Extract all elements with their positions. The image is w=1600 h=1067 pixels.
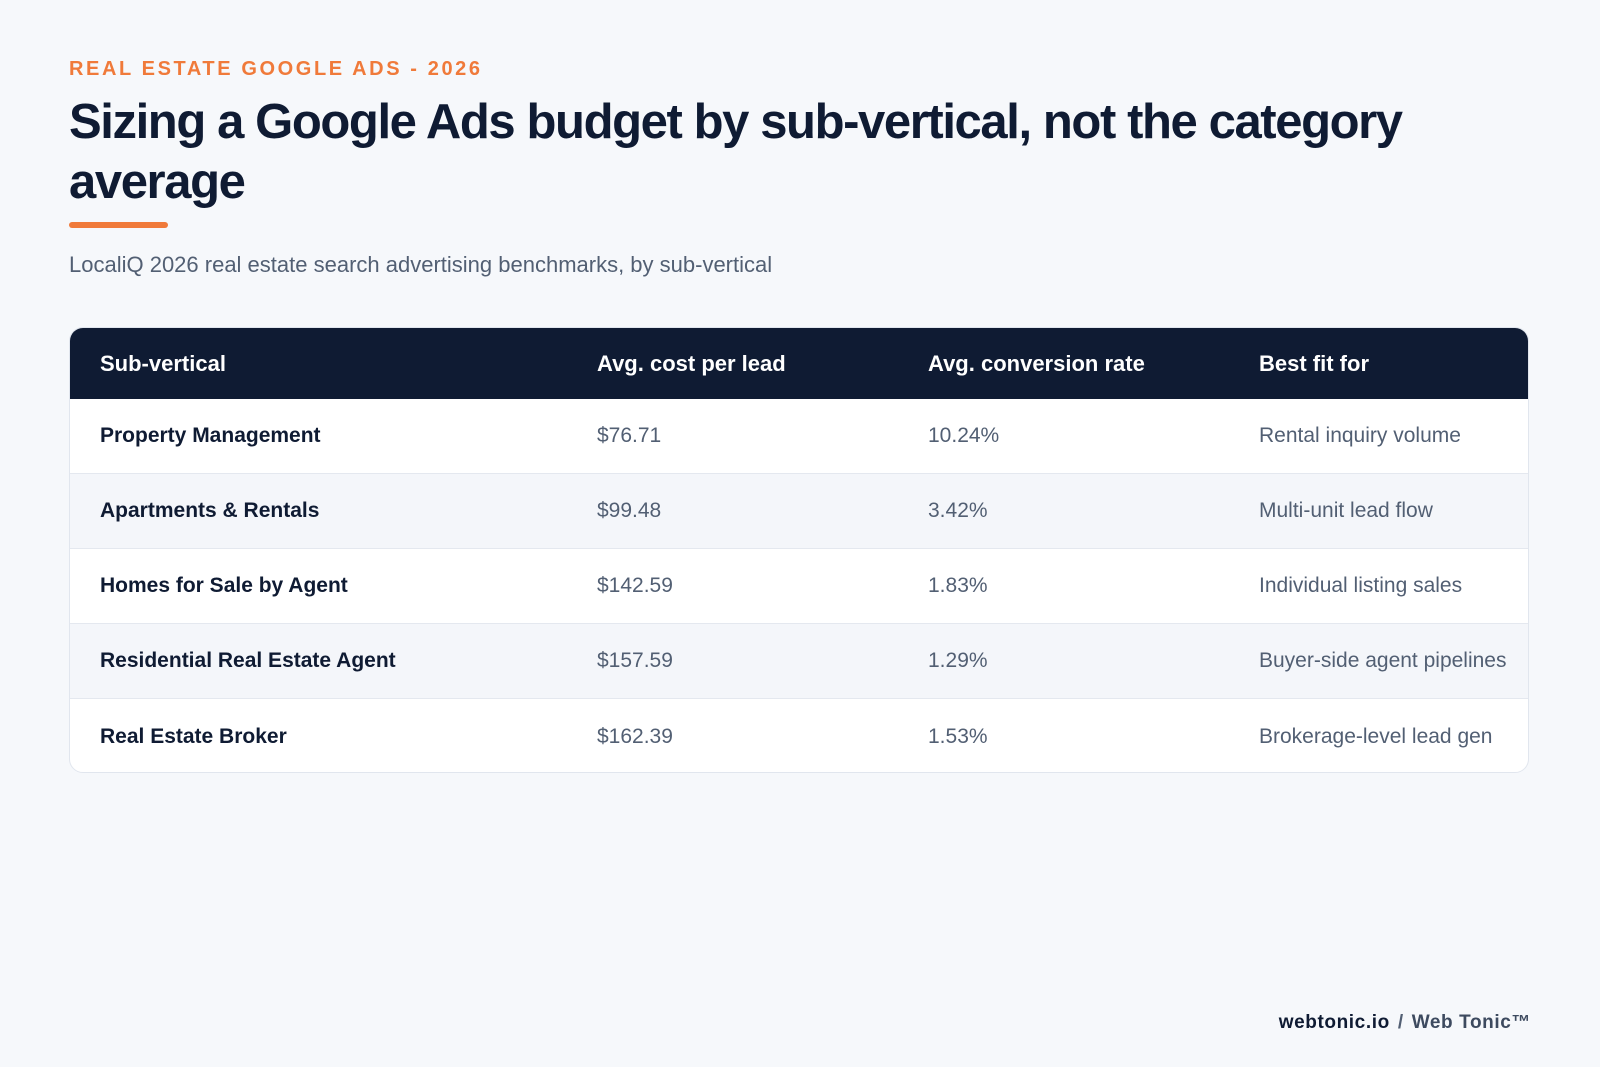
footer-credit: webtonic.io / Web Tonic™ (1279, 1012, 1531, 1034)
table-row: Homes for Sale by Agent $142.59 1.83% In… (70, 549, 1528, 624)
conversion-rate-cell: 1.83% (928, 574, 988, 597)
cost-per-lead-cell: $162.39 (597, 724, 673, 748)
column-header-sub-vertical: Sub-vertical (100, 350, 226, 376)
sub-vertical-cell: Real Estate Broker (100, 724, 287, 748)
page-subtitle: LocaliQ 2026 real estate search advertis… (69, 252, 773, 277)
table-row: Real Estate Broker $162.39 1.53% Brokera… (70, 699, 1528, 772)
column-header-conversion-rate: Avg. conversion rate (928, 350, 1145, 376)
title-accent-rule (69, 222, 168, 228)
cost-per-lead-cell: $157.59 (597, 649, 673, 672)
cost-per-lead-cell: $76.71 (597, 424, 662, 447)
column-header-cost-per-lead: Avg. cost per lead (597, 350, 786, 376)
table-row: Property Management $76.71 10.24% Rental… (70, 399, 1528, 474)
benchmark-table: Sub-vertical Avg. cost per lead Avg. con… (69, 327, 1529, 773)
sub-vertical-cell: Apartments & Rentals (100, 499, 320, 522)
best-fit-cell: Brokerage-level lead gen (1259, 724, 1493, 748)
best-fit-cell: Rental inquiry volume (1259, 424, 1461, 447)
table-header-row: Sub-vertical Avg. cost per lead Avg. con… (70, 328, 1528, 399)
sub-vertical-cell: Homes for Sale by Agent (100, 574, 348, 597)
column-header-best-fit: Best fit for (1259, 350, 1369, 376)
page-title: Sizing a Google Ads budget by sub-vertic… (69, 95, 1403, 209)
footer-separator: / (1397, 1012, 1404, 1033)
sub-vertical-cell: Residential Real Estate Agent (100, 649, 396, 672)
best-fit-cell: Individual listing sales (1259, 574, 1463, 597)
page: REAL ESTATE GOOGLE ADS - 2026 Sizing a G… (69, 0, 1531, 1067)
sub-vertical-cell: Property Management (100, 424, 321, 447)
best-fit-cell: Multi-unit lead flow (1259, 499, 1433, 522)
conversion-rate-cell: 1.29% (928, 649, 988, 672)
table-row: Apartments & Rentals $99.48 3.42% Multi-… (70, 474, 1528, 549)
cost-per-lead-cell: $99.48 (597, 499, 662, 522)
cost-per-lead-cell: $142.59 (597, 574, 673, 597)
footer-domain: webtonic.io (1278, 1012, 1390, 1033)
eyebrow-label: REAL ESTATE GOOGLE ADS - 2026 (69, 58, 483, 80)
table-row: Residential Real Estate Agent $157.59 1.… (70, 624, 1528, 699)
footer-brand: Web Tonic™ (1411, 1012, 1531, 1033)
best-fit-cell: Buyer-side agent pipelines (1259, 649, 1507, 672)
conversion-rate-cell: 10.24% (928, 424, 1000, 447)
conversion-rate-cell: 3.42% (928, 499, 988, 522)
conversion-rate-cell: 1.53% (928, 724, 988, 748)
